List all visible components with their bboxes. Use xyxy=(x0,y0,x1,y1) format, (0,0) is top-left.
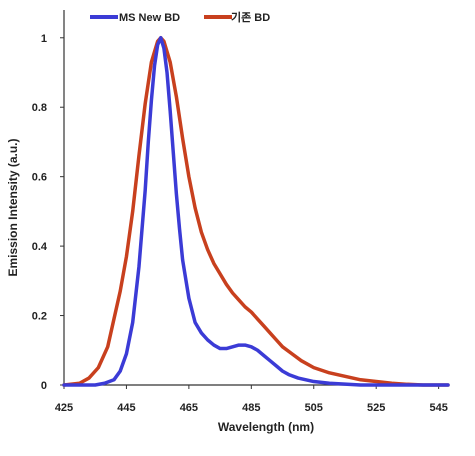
x-tick-label: 505 xyxy=(305,402,323,414)
legend-label-0: MS New BD xyxy=(119,12,180,24)
x-tick-label: 425 xyxy=(55,402,73,414)
x-tick-label: 465 xyxy=(180,402,198,414)
series-layer xyxy=(62,36,450,387)
y-tick-label: 0.8 xyxy=(32,102,47,114)
y-axis-title: Emission Intensity (a.u.) xyxy=(6,138,20,276)
axes: 425 445 465 485 505 525 545 0 0.2 0.4 0.6 0.8 1 xyxy=(32,10,448,414)
series-line-0 xyxy=(62,36,450,387)
y-tick-label: 1 xyxy=(41,33,47,45)
x-tick-label: 445 xyxy=(117,402,135,414)
x-axis-title: Wavelength (nm) xyxy=(218,420,314,434)
y-tick-label: 0 xyxy=(41,380,47,392)
series-line-1 xyxy=(62,36,450,387)
x-tick-label: 485 xyxy=(242,402,260,414)
legend-label-1: 기존 BD xyxy=(231,10,270,24)
y-tick-label: 0.6 xyxy=(32,172,47,184)
legend: MS New BD 기존 BD xyxy=(90,10,270,24)
x-tick-label: 525 xyxy=(367,402,385,414)
x-tick-label: 545 xyxy=(429,402,447,414)
y-tick-label: 0.4 xyxy=(32,241,48,253)
y-tick-label: 0.2 xyxy=(32,311,47,323)
